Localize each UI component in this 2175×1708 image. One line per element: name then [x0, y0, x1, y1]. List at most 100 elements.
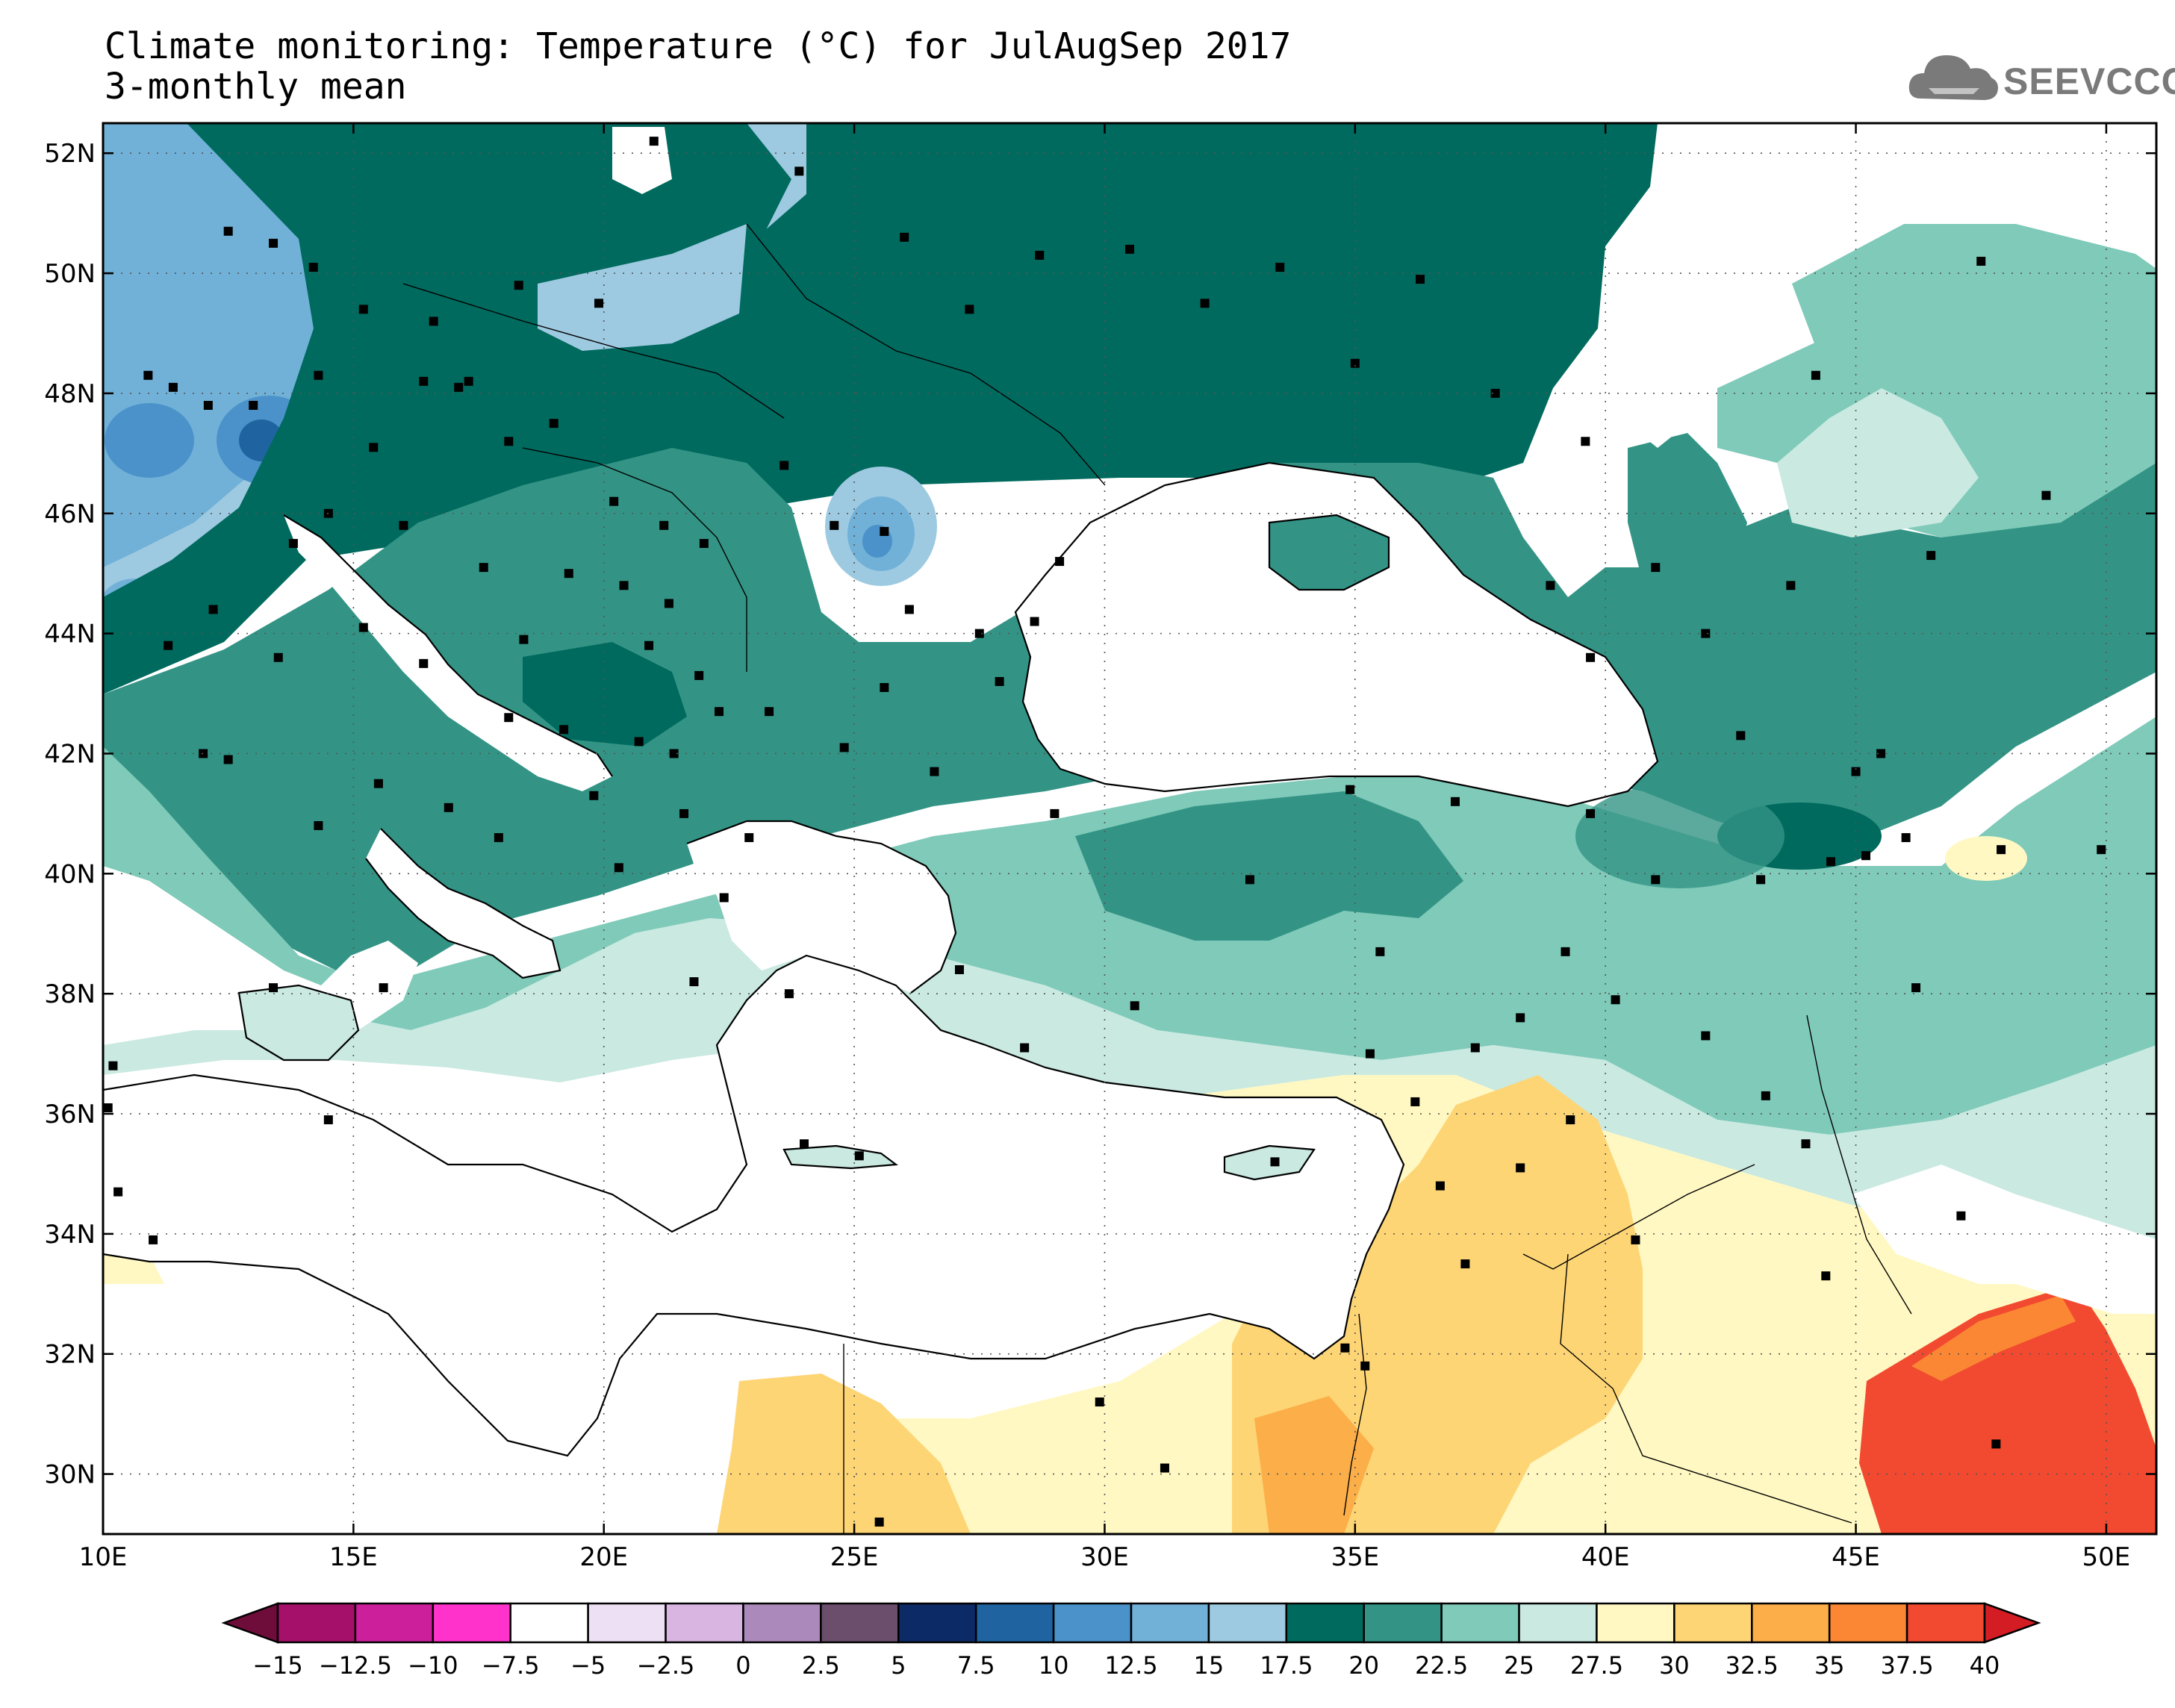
station-marker	[780, 461, 789, 470]
colorbar-swatch	[1363, 1602, 1443, 1644]
colorbar-label: −10	[408, 1651, 458, 1680]
y-tick-label: 44N	[44, 620, 96, 649]
station-marker	[1245, 875, 1254, 885]
x-tick-label: 25E	[830, 1542, 879, 1572]
station-marker	[1826, 857, 1836, 867]
station-marker	[358, 305, 368, 314]
y-tick-label: 34N	[44, 1220, 96, 1250]
station-marker	[288, 538, 298, 548]
station-marker	[669, 749, 679, 758]
station-marker	[164, 640, 173, 650]
x-tick-label: 15E	[329, 1542, 378, 1572]
station-marker	[419, 658, 429, 668]
colorbar-swatch	[354, 1602, 435, 1644]
colorbar-label: −15	[252, 1651, 303, 1680]
station-marker	[1851, 767, 1861, 776]
station-marker	[679, 808, 689, 818]
station-marker	[314, 370, 323, 380]
station-marker	[1416, 275, 1425, 284]
station-marker	[2097, 845, 2106, 855]
station-marker	[930, 767, 939, 776]
station-marker	[269, 983, 279, 993]
colorbar-label: 7.5	[957, 1651, 995, 1680]
station-marker	[1911, 983, 1921, 993]
colorbar-label: 27.5	[1570, 1651, 1623, 1680]
station-marker	[699, 538, 709, 548]
station-marker	[1761, 1091, 1770, 1100]
station-marker	[494, 833, 503, 843]
station-marker	[249, 401, 258, 410]
station-marker	[900, 232, 909, 242]
station-marker	[1340, 1343, 1350, 1353]
station-marker	[609, 496, 619, 506]
cloud-icon	[1908, 55, 1998, 100]
x-tick-label: 35E	[1331, 1542, 1379, 1572]
station-marker	[644, 640, 654, 650]
colorbar-label: 40	[1970, 1651, 2000, 1680]
station-marker	[694, 670, 704, 680]
colorbar-label: 10	[1039, 1651, 1069, 1680]
colorbar-label: 30	[1659, 1651, 1690, 1680]
station-marker	[1976, 256, 1986, 266]
station-marker	[373, 779, 383, 788]
y-tick-label: 30N	[44, 1460, 96, 1490]
x-tick-label: 20E	[579, 1542, 628, 1572]
colorbar-label: 12.5	[1104, 1651, 1157, 1680]
station-marker	[1490, 388, 1500, 398]
station-marker	[223, 226, 233, 236]
station-marker	[1701, 629, 1711, 638]
x-tick-label: 40E	[1581, 1542, 1630, 1572]
station-marker	[1130, 1001, 1139, 1011]
y-axis: 30N 32N 34N 36N 38N 40N 42N 44N 46N 48N 50N 52N	[44, 139, 2156, 1490]
colorbar-label: 37.5	[1880, 1651, 1933, 1680]
station-marker	[1200, 299, 1210, 308]
colorbar-label: −7.5	[482, 1651, 540, 1680]
station-marker	[143, 370, 153, 380]
station-marker	[208, 605, 218, 614]
station-marker	[369, 443, 379, 452]
station-marker	[1876, 749, 1886, 758]
coastlines	[103, 461, 1659, 1457]
station-marker	[1470, 1043, 1480, 1053]
station-marker	[1160, 1463, 1169, 1473]
station-marker	[649, 137, 659, 146]
station-marker	[1050, 808, 1060, 818]
station-marker	[954, 965, 964, 974]
station-marker	[1516, 1163, 1525, 1173]
station-marker	[1450, 797, 1460, 806]
colorbar-swatch	[1751, 1602, 1831, 1644]
station-marker	[830, 520, 839, 530]
station-marker	[880, 683, 889, 692]
station-marker	[904, 605, 914, 614]
station-marker	[1035, 250, 1045, 260]
station-marker	[2041, 490, 2051, 500]
station-marker	[199, 749, 208, 758]
station-marker	[765, 707, 774, 717]
station-marker	[1701, 1031, 1711, 1041]
station-marker	[203, 401, 213, 410]
station-marker	[269, 238, 279, 248]
station-marker	[1631, 1235, 1640, 1244]
colorbar-label: 2.5	[802, 1651, 840, 1680]
colorbar-swatch	[1518, 1602, 1598, 1644]
colorbar-label: 22.5	[1415, 1651, 1468, 1680]
station-marker	[634, 737, 644, 747]
colorbar-swatch	[1285, 1602, 1365, 1644]
chart-title: Climate monitoring: Temperature (°C) for…	[105, 25, 1292, 67]
station-marker	[1566, 1115, 1575, 1125]
station-marker	[880, 526, 889, 536]
colorbar-swatch	[1052, 1602, 1133, 1644]
station-marker	[168, 382, 178, 392]
station-marker	[379, 983, 388, 993]
x-tick-label: 30E	[1080, 1542, 1129, 1572]
station-marker	[564, 569, 573, 579]
colorbar-swatch	[1905, 1602, 1986, 1644]
station-marker	[1561, 947, 1570, 956]
station-marker	[504, 437, 514, 446]
country-borders	[402, 223, 1912, 1534]
station-marker	[1345, 785, 1355, 794]
colorbar-swatch	[665, 1602, 744, 1644]
station-marker	[1360, 1361, 1370, 1371]
station-marker	[464, 376, 473, 386]
chart-subtitle: 3-monthly mean	[105, 66, 407, 107]
